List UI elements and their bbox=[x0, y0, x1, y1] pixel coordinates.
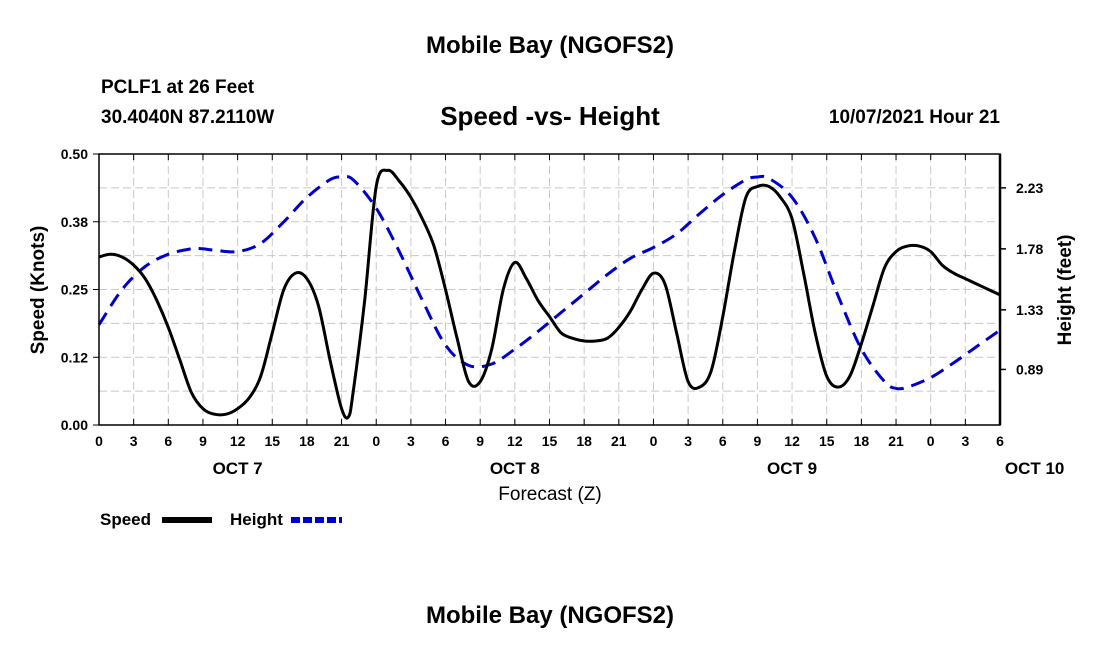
grid-lines bbox=[98, 153, 1001, 426]
y-right-tick-label: 0.89 bbox=[1016, 361, 1043, 377]
x-tick-label: 18 bbox=[576, 433, 592, 449]
y-right-tick-label: 1.78 bbox=[1016, 241, 1043, 257]
x-tick-label: 3 bbox=[407, 433, 415, 449]
axis-ticks: 0 3 6 9 12 15 18 21 0 3 6 9 12 15 18 21 0 3 6 9 12 15 18 21 0 3 6O… bbox=[61, 146, 1065, 478]
legend-speed-label: Speed bbox=[100, 510, 151, 529]
forecast-datetime: 10/07/2021 Hour 21 bbox=[828, 107, 1000, 128]
x-tick-label: 18 bbox=[299, 433, 315, 449]
legend-height-label: Height bbox=[230, 510, 283, 529]
x-tick-label: 0 bbox=[372, 433, 380, 449]
x-tick-label: 9 bbox=[199, 433, 207, 449]
x-tick-label: 18 bbox=[854, 433, 870, 449]
y-right-tick-label: 2.23 bbox=[1016, 180, 1043, 196]
right-axis-title: Height (feet) bbox=[1055, 235, 1076, 346]
y-right-tick-label: 1.33 bbox=[1016, 302, 1043, 318]
left-axis-title: Speed (Knots) bbox=[28, 226, 49, 355]
x-day-label: OCT 9 bbox=[767, 459, 817, 478]
x-tick-label: 15 bbox=[819, 433, 835, 449]
x-day-label: OCT 8 bbox=[490, 459, 540, 478]
coordinates-label: 30.4040N 87.2110W bbox=[101, 107, 275, 128]
y-left-tick-label: 0.25 bbox=[61, 282, 88, 298]
x-tick-label: 6 bbox=[719, 433, 727, 449]
y-left-tick-label: 0.50 bbox=[61, 146, 88, 162]
chart-subtitle: Speed -vs- Height bbox=[440, 101, 660, 131]
x-tick-label: 0 bbox=[95, 433, 103, 449]
x-tick-label: 6 bbox=[164, 433, 172, 449]
x-tick-label: 9 bbox=[476, 433, 484, 449]
x-axis-title: Forecast (Z) bbox=[498, 484, 601, 505]
x-tick-label: 12 bbox=[230, 433, 246, 449]
x-tick-label: 6 bbox=[996, 433, 1004, 449]
legend: Speed Height bbox=[100, 510, 342, 529]
x-tick-label: 21 bbox=[611, 433, 627, 449]
footer-title: Mobile Bay (NGOFS2) bbox=[425, 602, 675, 629]
x-tick-label: 15 bbox=[542, 433, 558, 449]
x-tick-label: 12 bbox=[507, 433, 523, 449]
x-tick-label: 15 bbox=[264, 433, 280, 449]
station-label: PCLF1 at 26 Feet bbox=[101, 77, 255, 98]
y-left-tick-label: 0.12 bbox=[61, 349, 88, 365]
x-tick-label: 3 bbox=[684, 433, 692, 449]
x-tick-label: 21 bbox=[888, 433, 904, 449]
x-tick-label: 0 bbox=[650, 433, 658, 449]
x-day-label: OCT 10 bbox=[1005, 459, 1065, 478]
x-tick-label: 21 bbox=[334, 433, 350, 449]
x-tick-label: 0 bbox=[927, 433, 935, 449]
y-left-tick-label: 0.38 bbox=[61, 214, 88, 230]
x-tick-label: 12 bbox=[784, 433, 800, 449]
x-day-label: OCT 7 bbox=[213, 459, 263, 478]
speed-series-line bbox=[98, 168, 1001, 420]
x-tick-label: 9 bbox=[754, 433, 762, 449]
x-tick-label: 6 bbox=[442, 433, 450, 449]
x-tick-label: 3 bbox=[130, 433, 138, 449]
page-title: Mobile Bay (NGOFS2) bbox=[425, 32, 675, 59]
y-left-tick-label: 0.00 bbox=[61, 417, 88, 433]
x-tick-label: 3 bbox=[961, 433, 969, 449]
